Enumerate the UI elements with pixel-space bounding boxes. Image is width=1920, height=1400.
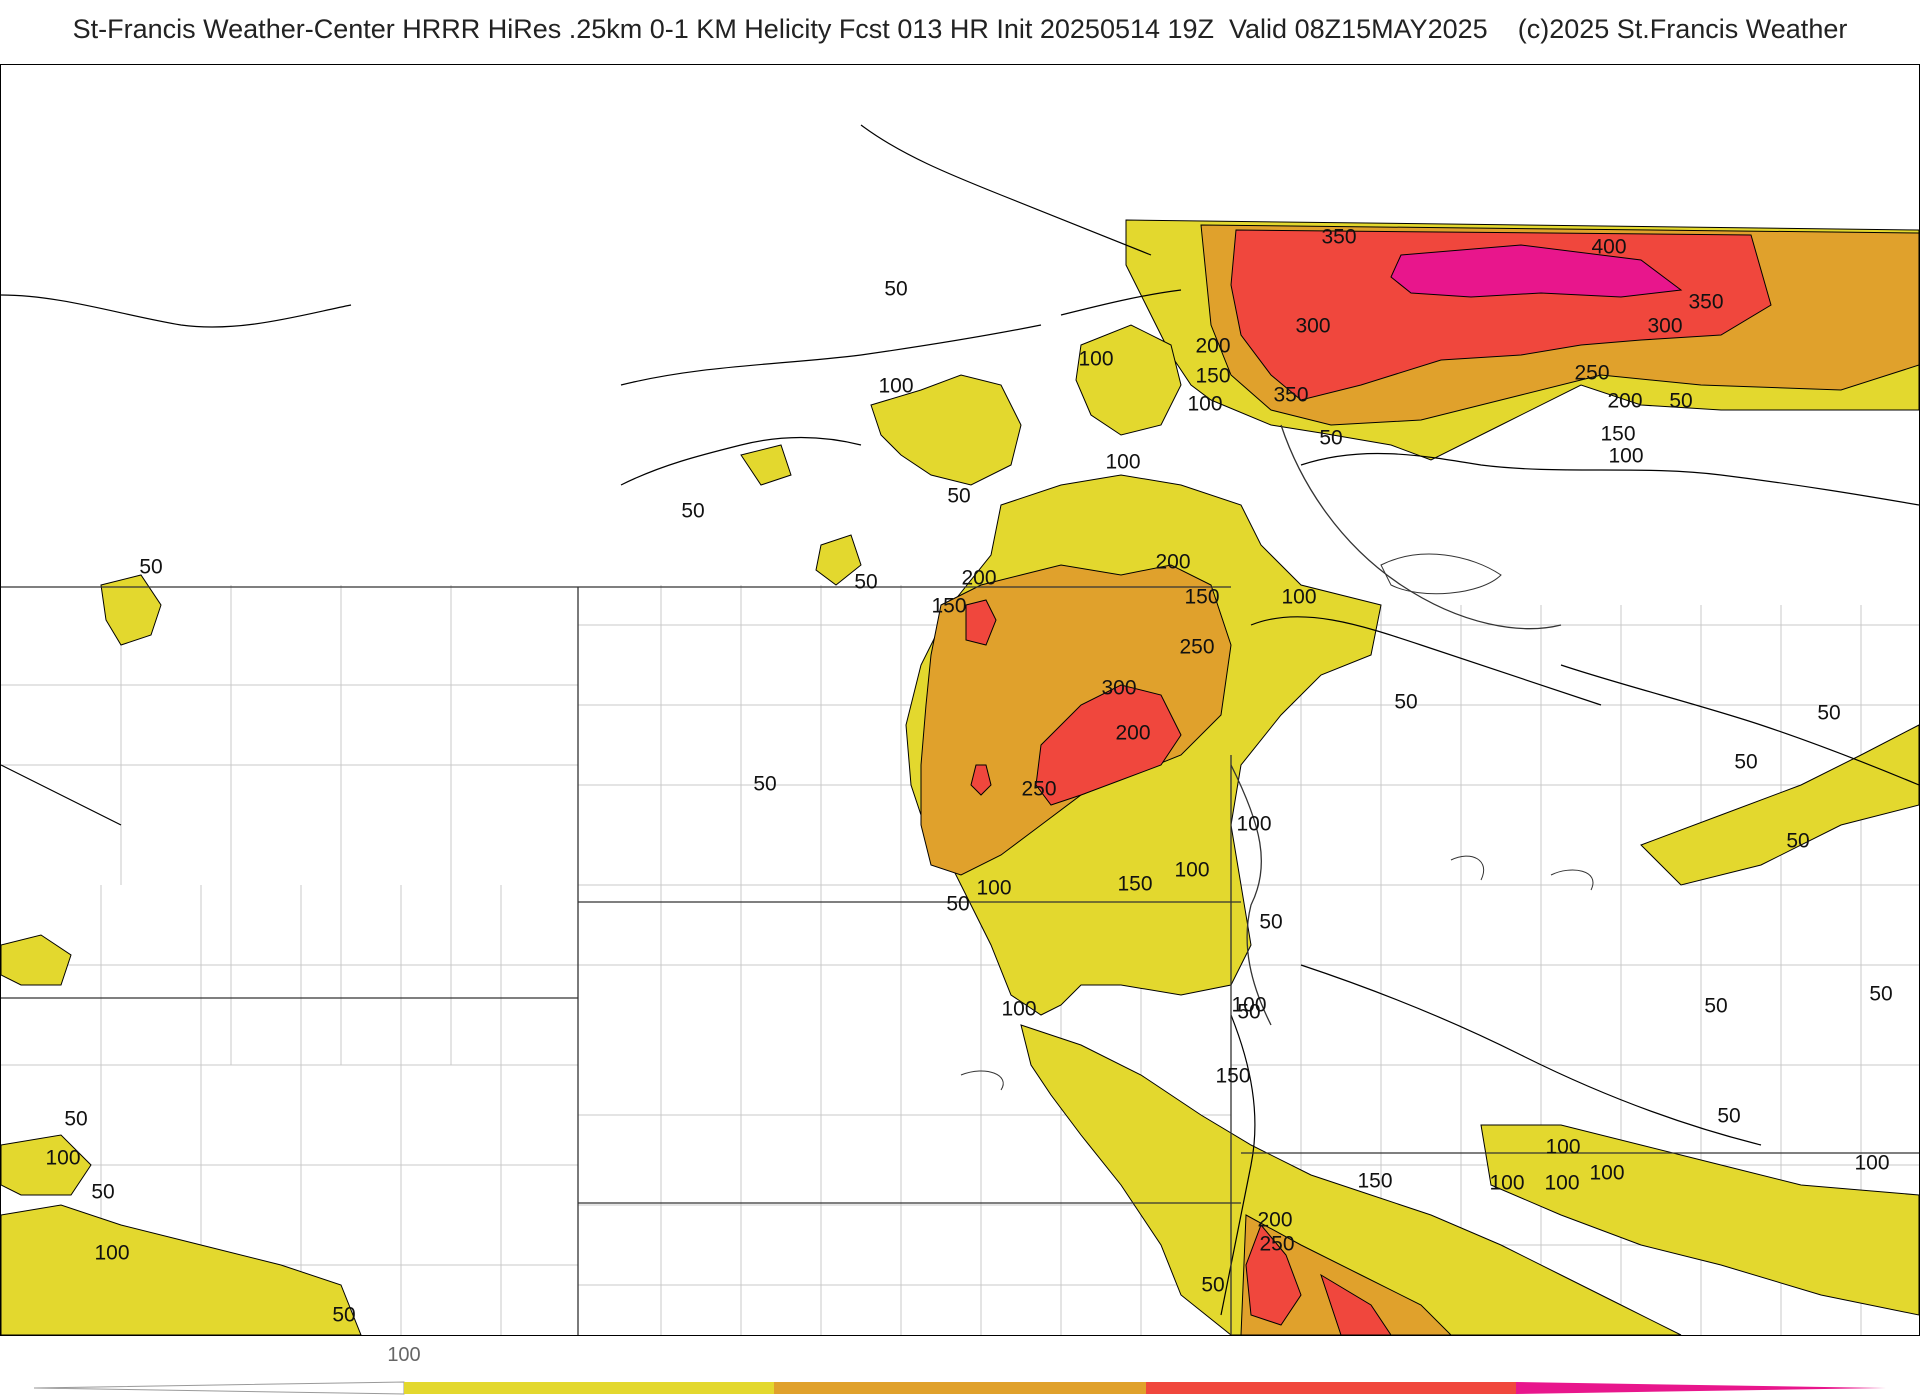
- contour-label: 50: [884, 278, 907, 301]
- lakes: [960, 553, 1594, 1091]
- contour-label: 100: [878, 375, 913, 398]
- colorbar-tick-label: 100: [387, 1344, 421, 1366]
- contour-label: 50: [332, 1304, 355, 1327]
- shade-east-yellow: [1480, 1124, 1919, 1316]
- contour-label: 100: [1105, 451, 1140, 474]
- contour-label: 50: [1237, 1001, 1260, 1024]
- contour-label: 100: [94, 1242, 129, 1265]
- contour-labels: 50 100 50 50 50 100 100 50 200 150 200 1…: [45, 226, 1892, 1327]
- county-boundaries: [1, 585, 1919, 1335]
- contour-label: 300: [1101, 677, 1136, 700]
- contour-label: 100: [1589, 1162, 1624, 1185]
- shade-west-5: [815, 534, 862, 586]
- contour-label: 250: [1021, 778, 1056, 801]
- contour-label: 100: [1231, 994, 1266, 1017]
- contour-label: 100: [1174, 859, 1209, 882]
- contour-label: 100: [1854, 1152, 1889, 1175]
- contour-label: 100: [1001, 998, 1036, 1021]
- contour-label: 100: [1489, 1172, 1524, 1195]
- shade-west-1: [1, 1204, 362, 1335]
- contour-label: 50: [1201, 1274, 1224, 1297]
- contour-label: 50: [1394, 691, 1417, 714]
- contour-label: 200: [961, 567, 996, 590]
- contour-label: 50: [1259, 911, 1282, 934]
- shade-central-red-1: [1035, 684, 1182, 806]
- colorbar-band-yellow: [404, 1382, 774, 1394]
- contour-label: 50: [1786, 830, 1809, 853]
- contour-label: 50: [1669, 390, 1692, 413]
- shade-south-red-2: [1320, 1273, 1392, 1335]
- contour-label: 100: [976, 877, 1011, 900]
- contour-label: 50: [753, 773, 776, 796]
- shade-nw-patch-1: [870, 374, 1022, 486]
- contour-label: 300: [1295, 315, 1330, 338]
- contour-label: 350: [1321, 226, 1356, 249]
- contour-label: 200: [1115, 722, 1150, 745]
- contour-label: 100: [1608, 445, 1643, 468]
- contour-label: 100: [1545, 1136, 1580, 1159]
- colorbar-band-orange: [774, 1382, 1146, 1394]
- contour-label: 300: [1647, 315, 1682, 338]
- contour-label: 50: [1817, 702, 1840, 725]
- contour-label: 50: [947, 485, 970, 508]
- shade-east-yellow-2: [1640, 724, 1919, 886]
- contour-label: 50: [1869, 983, 1892, 1006]
- shade-west-3: [100, 574, 162, 646]
- contour-label: 100: [1281, 586, 1316, 609]
- shade-nw-patch-2: [1075, 324, 1182, 436]
- contour-label: 50: [854, 571, 877, 594]
- contour-label: 100: [45, 1147, 80, 1170]
- contour-label: 150: [1600, 423, 1635, 446]
- shade-north-magenta: [1390, 244, 1683, 298]
- contour-label: 100: [1078, 348, 1113, 371]
- contour-label: 100: [1187, 393, 1222, 416]
- contour-label: 150: [931, 595, 966, 618]
- contour-label: 200: [1257, 1209, 1292, 1232]
- great-lakes-coast: [1280, 424, 1562, 630]
- contour-label: 50: [91, 1181, 114, 1204]
- contour-label: 400: [1591, 236, 1626, 259]
- contour-label: 50: [1717, 1105, 1740, 1128]
- contour-label: 250: [1259, 1233, 1294, 1256]
- shade-south-red: [1245, 1224, 1302, 1326]
- shade-central-red-2: [965, 599, 997, 646]
- contour-label: 200: [1607, 390, 1642, 413]
- helicity-map: 50 100 50 50 50 100 100 50 200 150 200 1…: [0, 64, 1920, 1336]
- shade-west-2: [1, 934, 72, 986]
- shade-south-yellow: [1020, 1024, 1682, 1335]
- contour-label: 150: [1215, 1065, 1250, 1088]
- shade-central-red-3: [970, 764, 992, 796]
- colorbar-under-arrow: [33, 1381, 405, 1395]
- map-title: St-Francis Weather-Center HRRR HiRes .25…: [72, 14, 1848, 44]
- contour-label: 350: [1688, 291, 1723, 314]
- colorbar-band-red: [1146, 1382, 1516, 1394]
- contour-label: 100: [1236, 813, 1271, 836]
- contour-label: 200: [1155, 551, 1190, 574]
- contour-label: 50: [139, 556, 162, 579]
- contour-label: 150: [1357, 1170, 1392, 1193]
- contour-label: 250: [1574, 362, 1609, 385]
- colorbar-over-arrow: [1516, 1382, 1886, 1394]
- contour-label: 150: [1184, 586, 1219, 609]
- contour-label: 150: [1195, 365, 1230, 388]
- contour-lines: [1, 124, 1919, 1316]
- shade-west-4: [1, 1134, 92, 1196]
- contour-label: 250: [1179, 636, 1214, 659]
- contour-label: 50: [946, 893, 969, 916]
- contour-label: 350: [1273, 384, 1308, 407]
- state-boundaries: [1, 424, 1919, 1335]
- contour-label: 50: [1704, 995, 1727, 1018]
- contour-label: 50: [1319, 427, 1342, 450]
- helicity-shading: [1, 219, 1919, 1335]
- contour-label: 50: [681, 500, 704, 523]
- contour-label: 50: [1734, 751, 1757, 774]
- contour-label: 150: [1117, 873, 1152, 896]
- contour-label: 100: [1544, 1172, 1579, 1195]
- colorbar: 100: [0, 1340, 1920, 1400]
- contour-label: 50: [64, 1108, 87, 1131]
- contour-label: 200: [1195, 335, 1230, 358]
- mn-wi-river: [1230, 764, 1272, 1026]
- shade-west-6: [740, 444, 792, 486]
